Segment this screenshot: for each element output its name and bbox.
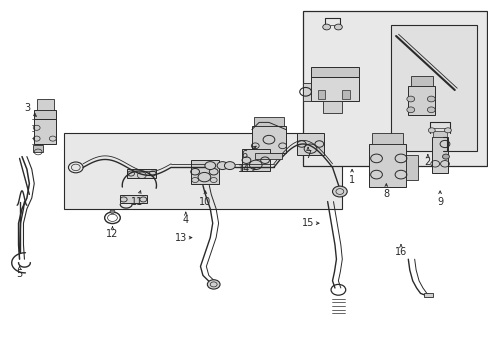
Bar (255, 153, 282, 159)
Bar (127, 169, 156, 178)
Bar (342, 90, 349, 99)
Bar (242, 149, 270, 171)
Bar (37, 99, 54, 110)
Bar (251, 126, 285, 153)
Bar (410, 76, 432, 86)
Bar (34, 110, 56, 119)
Bar (254, 117, 283, 126)
Bar (303, 83, 310, 101)
Circle shape (444, 128, 450, 133)
Text: 13: 13 (174, 233, 187, 243)
Bar (190, 160, 219, 184)
Bar (390, 25, 476, 151)
Circle shape (406, 107, 414, 113)
Text: 11: 11 (130, 197, 143, 207)
Bar (33, 145, 43, 152)
Text: 7: 7 (305, 150, 310, 160)
Text: 9: 9 (436, 197, 442, 207)
Bar (371, 133, 403, 144)
Circle shape (217, 162, 227, 170)
Bar (368, 144, 405, 187)
Circle shape (334, 24, 342, 30)
Text: 10: 10 (199, 197, 211, 207)
Text: 15: 15 (301, 218, 314, 228)
Text: 14: 14 (238, 164, 250, 174)
Bar (317, 90, 325, 99)
Bar (431, 137, 447, 173)
Circle shape (406, 96, 414, 102)
Circle shape (427, 128, 434, 133)
Circle shape (322, 24, 330, 30)
Bar (297, 133, 324, 155)
Text: 12: 12 (106, 229, 119, 239)
Text: 3: 3 (24, 103, 30, 113)
Bar (405, 155, 417, 180)
Bar (63, 133, 342, 209)
Bar (34, 119, 56, 144)
Bar (407, 86, 434, 115)
Circle shape (427, 96, 434, 102)
Text: 8: 8 (383, 189, 388, 199)
Text: 4: 4 (183, 215, 188, 225)
Circle shape (224, 162, 235, 170)
Text: 1: 1 (348, 175, 354, 185)
Bar (432, 131, 446, 137)
Circle shape (110, 210, 115, 213)
Text: 6: 6 (241, 150, 247, 160)
Circle shape (332, 186, 346, 197)
Bar (322, 101, 342, 113)
Text: 16: 16 (394, 247, 407, 257)
Bar (310, 77, 359, 101)
Circle shape (442, 154, 448, 159)
Circle shape (207, 280, 220, 289)
Bar (310, 67, 359, 77)
Text: 5: 5 (17, 269, 22, 279)
Circle shape (204, 162, 215, 170)
Bar (120, 195, 146, 203)
Circle shape (427, 107, 434, 113)
Bar (424, 293, 432, 297)
Text: 2: 2 (424, 157, 430, 167)
Bar (303, 11, 486, 166)
